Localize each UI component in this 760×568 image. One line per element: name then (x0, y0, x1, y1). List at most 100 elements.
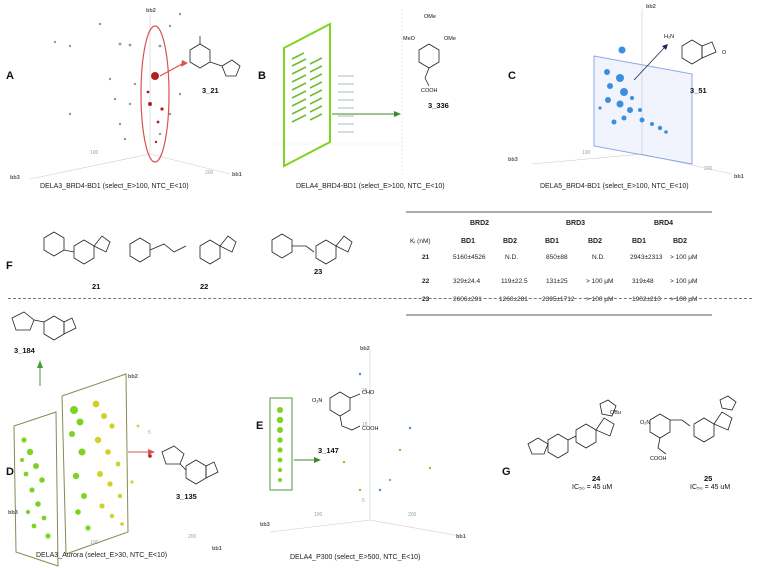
ki-cell: > 100 μM (670, 278, 698, 285)
axis-label-bb3: bb3 (10, 175, 20, 181)
compound-id-3-51: 3_51 (690, 86, 707, 95)
ki-cell: 131±25 (546, 278, 568, 285)
table-subheader: BD2 (588, 238, 603, 245)
ki-cell: 850±88 (546, 254, 568, 261)
row-id: 22 (422, 278, 430, 285)
compound-id-3-21: 3_21 (202, 86, 219, 95)
panel-d-caption: DELA3_Aurora (select_E>30, NTC_E<10) (36, 552, 168, 559)
table-subheader: BD1 (461, 238, 476, 245)
substituent-h2n: H₂N (664, 34, 675, 40)
compound-id-24: 24 (592, 474, 601, 483)
ki-cell: 319±48 (632, 278, 654, 285)
panel-letter-b: B (258, 70, 266, 82)
substituent-o2n: O₂N (640, 420, 651, 426)
table-row: 21 5160±4526 N.D. 850±88 N.D. 2943±2313 … (406, 254, 712, 268)
tick-label: 200 (205, 170, 214, 176)
ki-cell: 5160±4526 (453, 254, 486, 261)
ki-cell: > 100 μM (670, 296, 698, 303)
axis-label-bb2: bb2 (128, 374, 138, 380)
compound-id-22: 22 (200, 282, 209, 291)
table-group-brd2: BRD2 (470, 220, 490, 227)
table-corner: Kᵢ (nM) (410, 238, 431, 245)
tick-label: 100 (314, 512, 323, 518)
tick-label: 15 (362, 422, 368, 428)
tick-label: 100 (90, 540, 99, 546)
panel-letter-a: A (6, 70, 14, 82)
structure-21 (43, 231, 111, 265)
structure-3-184 (11, 311, 77, 341)
panel-a-plot (29, 12, 231, 180)
axis-label-bb1: bb1 (734, 174, 744, 180)
panel-a-caption: DELA3_BRD4-BD1 (select_E>100, NTC_E<10) (40, 183, 189, 190)
ic50-25: IC₅₀ = 45 uM (690, 484, 731, 491)
panel-e-plot (269, 350, 461, 537)
ki-cell: 2395±1712 (542, 296, 575, 303)
panel-letter-c: C (508, 70, 516, 82)
table-rules (406, 211, 712, 316)
ki-cell: 2943±2313 (630, 254, 663, 261)
ki-cell: 1902±210 (632, 296, 661, 303)
compound-id-25: 25 (704, 474, 713, 483)
compound-id-3-135: 3_135 (176, 492, 197, 501)
tick-label: 5 (362, 498, 365, 504)
ki-cell: > 100 μM (586, 296, 614, 303)
tick-label: 100 (90, 150, 99, 156)
substituent-cho: CHO (362, 390, 375, 396)
structure-3-21 (189, 36, 241, 77)
compound-id-3-147: 3_147 (318, 446, 339, 455)
panel-letter-f: F (6, 260, 13, 272)
substituent-carbonyl: O (722, 50, 727, 56)
table-subheader: BD2 (503, 238, 518, 245)
table-row: 22 329±24.4 119±22.5 131±25 > 100 μM 319… (406, 278, 712, 292)
tick-label: 25 (362, 388, 368, 394)
structure-3-147 (329, 391, 361, 431)
substituent-meo-left: MeO (403, 36, 415, 42)
row-id: 21 (422, 254, 430, 261)
axis-label-bb2: bb2 (146, 8, 156, 14)
selection-ellipse (140, 25, 170, 163)
table-subheader: BD1 (545, 238, 560, 245)
tick-label: 200 (188, 534, 197, 540)
compound-id-3-336: 3_336 (428, 101, 449, 110)
structure-3-51 (681, 39, 717, 65)
substituent-obu: OBu (610, 410, 622, 416)
panel-c-caption: DELA5_BRD4-BD1 (select_E>100, NTC_E<10) (540, 183, 689, 190)
compound-id-23: 23 (314, 267, 323, 276)
panel-e-caption: DELA4_P300 (select_E>500, NTC_E<10) (290, 554, 421, 561)
ic50-24: IC₅₀ = 45 uM (572, 484, 613, 491)
axis-label-bb3: bb3 (508, 157, 518, 163)
panel-b-plot (272, 9, 403, 174)
panel-b-caption: DELA4_BRD4-BD1 (select_E>100, NTC_E<10) (296, 183, 445, 190)
compound-id-3-184: 3_184 (14, 346, 35, 355)
axis-label-bb1: bb1 (212, 546, 222, 552)
structure-25 (649, 395, 737, 455)
table-subheader: BD1 (632, 238, 647, 245)
structure-24 (527, 399, 617, 459)
ki-cell: 2606±291 (453, 296, 482, 303)
axis-label-bb2: bb2 (360, 346, 370, 352)
ki-cell: N.D. (505, 254, 518, 261)
structure-22 (129, 235, 237, 265)
panel-letter-d: D (6, 466, 14, 478)
compound-id-21: 21 (92, 282, 101, 291)
substituent-o2n: O₂N (312, 398, 323, 404)
tick-label: 200 (408, 512, 417, 518)
table-group-brd3: BRD3 (566, 220, 586, 227)
axis-label-bb1: bb1 (232, 172, 242, 178)
ki-cell: 1260±281 (499, 296, 528, 303)
panel-letter-e: E (256, 420, 264, 432)
tick-label: 100 (582, 150, 591, 156)
ki-cell: 119±22.5 (501, 278, 528, 285)
substituent-cooh: COOH (421, 88, 438, 94)
panel-letter-g: G (502, 466, 511, 478)
table-row: 23 2606±291 1260±281 2395±1712 > 100 μM … (406, 296, 712, 310)
axis-label-bb2: bb2 (646, 4, 656, 10)
substituent-ome-top: OMe (424, 14, 436, 20)
ki-cell: > 100 μM (670, 254, 698, 261)
tick-label: 5 (148, 430, 151, 436)
structure-3-135 (161, 445, 219, 485)
tick-label: 200 (704, 166, 713, 172)
ki-cell: > 100 μM (586, 278, 614, 285)
ki-cell: N.D. (592, 254, 605, 261)
structure-23 (271, 233, 353, 265)
